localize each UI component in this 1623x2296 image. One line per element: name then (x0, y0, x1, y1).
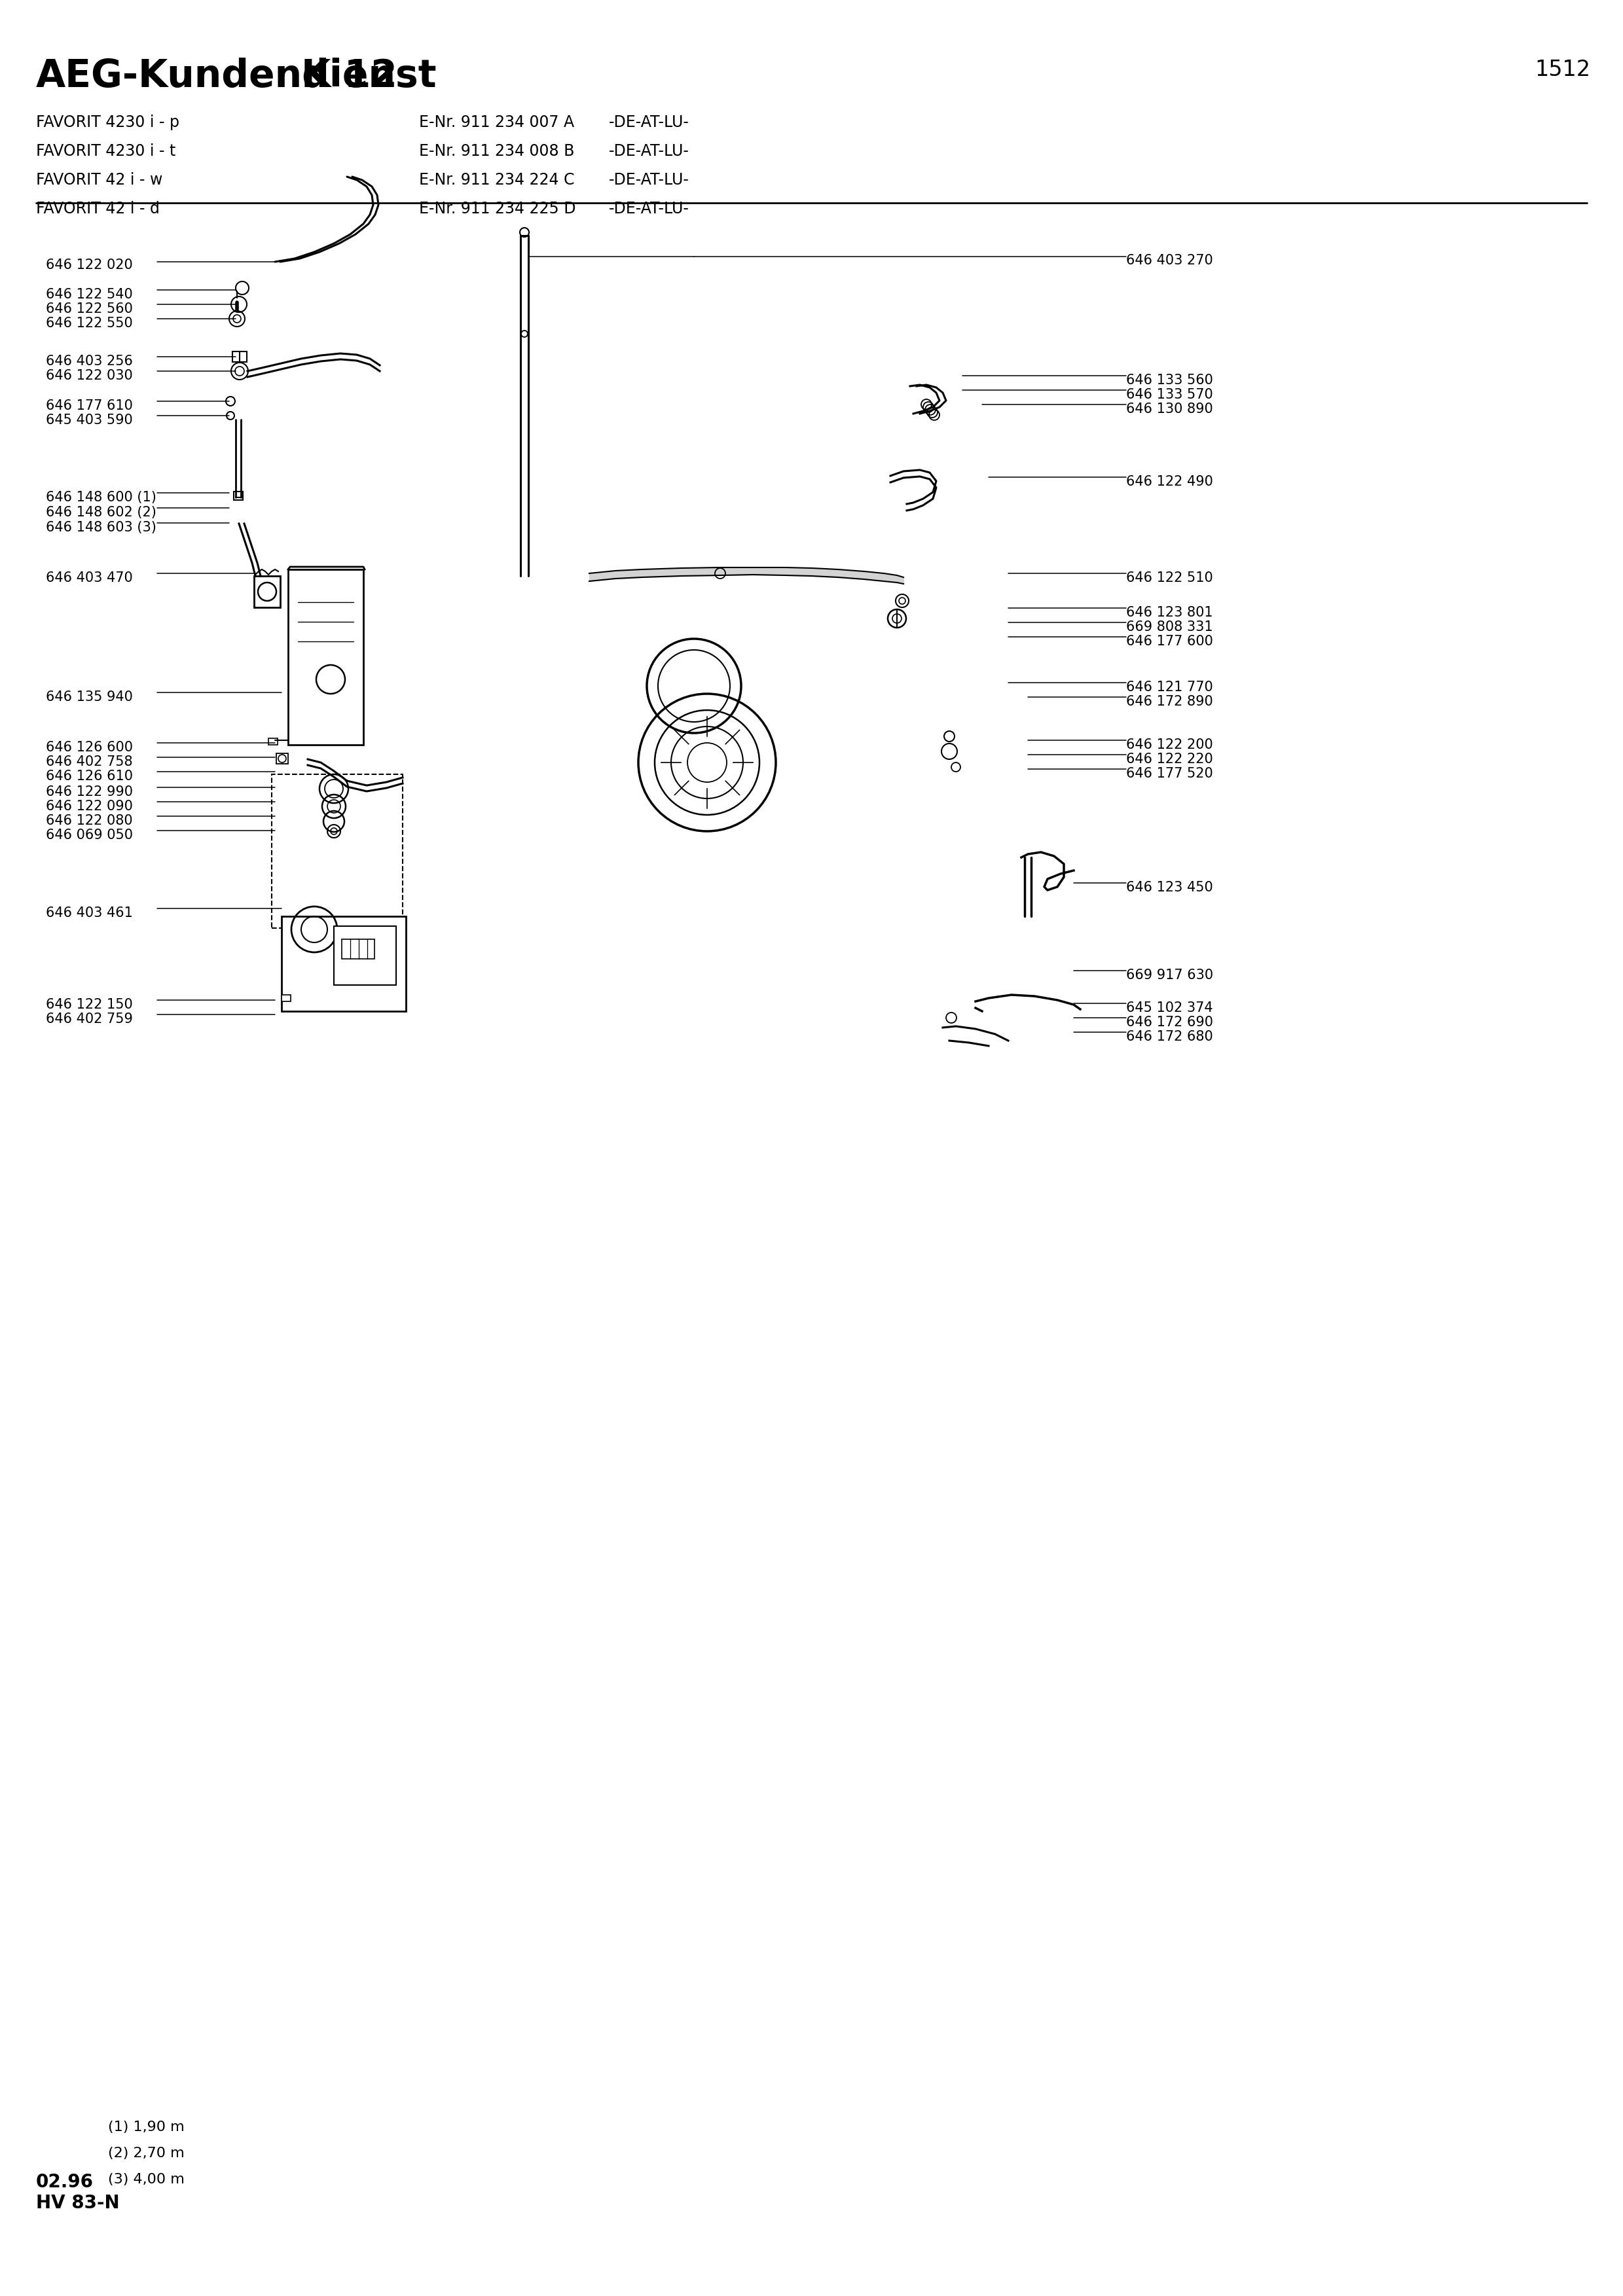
Text: -DE-AT-LU-: -DE-AT-LU- (609, 142, 690, 158)
Text: E-Nr. 911 234 007 A: E-Nr. 911 234 007 A (419, 115, 575, 131)
Text: 646 133 560: 646 133 560 (1126, 374, 1212, 386)
Text: 645 403 590: 645 403 590 (45, 413, 133, 427)
Text: E-Nr. 911 234 224 C: E-Nr. 911 234 224 C (419, 172, 575, 188)
Bar (276, 753, 287, 765)
Text: HV 83-N: HV 83-N (36, 2195, 120, 2213)
Text: AEG-Kundendienst: AEG-Kundendienst (36, 57, 437, 94)
Text: E-Nr. 911 234 008 B: E-Nr. 911 234 008 B (419, 142, 575, 158)
Text: 646 402 758: 646 402 758 (45, 755, 133, 769)
Text: -DE-AT-LU-: -DE-AT-LU- (609, 115, 690, 131)
Bar (268, 739, 278, 744)
Text: 646 122 490: 646 122 490 (1126, 475, 1212, 489)
Text: 646 126 600: 646 126 600 (45, 742, 133, 753)
Bar (234, 491, 243, 501)
Text: -DE-AT-LU-: -DE-AT-LU- (609, 172, 690, 188)
Text: 02.96: 02.96 (36, 2172, 94, 2190)
Text: (2) 2,70 m: (2) 2,70 m (109, 2147, 185, 2161)
Text: 646 148 603 (3): 646 148 603 (3) (45, 521, 156, 535)
Text: 646 130 890: 646 130 890 (1126, 402, 1212, 416)
Text: FAVORIT 4230 i - p: FAVORIT 4230 i - p (36, 115, 180, 131)
Text: 646 133 570: 646 133 570 (1126, 388, 1212, 402)
Text: 646 122 090: 646 122 090 (45, 799, 133, 813)
Text: 646 122 020: 646 122 020 (45, 259, 133, 271)
Text: 646 121 770: 646 121 770 (1126, 680, 1212, 693)
Text: FAVORIT 42 i - d: FAVORIT 42 i - d (36, 202, 159, 216)
Text: 646 172 890: 646 172 890 (1126, 696, 1212, 707)
Text: 646 177 610: 646 177 610 (45, 400, 133, 413)
Text: 669 808 331: 669 808 331 (1126, 620, 1212, 634)
Text: 646 122 510: 646 122 510 (1126, 572, 1212, 585)
Text: 669 917 630: 669 917 630 (1126, 969, 1214, 983)
Text: 646 126 610: 646 126 610 (45, 769, 133, 783)
Text: 646 403 256: 646 403 256 (45, 356, 133, 367)
Text: 646 403 461: 646 403 461 (45, 907, 133, 921)
Text: 645 102 374: 645 102 374 (1126, 1001, 1212, 1015)
Text: 646 172 690: 646 172 690 (1126, 1015, 1212, 1029)
Text: 646 122 560: 646 122 560 (45, 303, 133, 315)
Bar (334, 925, 396, 985)
Text: -DE-AT-LU-: -DE-AT-LU- (609, 202, 690, 216)
Bar (287, 569, 364, 744)
Text: 646 402 759: 646 402 759 (45, 1013, 133, 1026)
Text: 646 122 030: 646 122 030 (45, 370, 133, 381)
Text: 646 177 600: 646 177 600 (1126, 636, 1212, 647)
Text: 646 122 150: 646 122 150 (45, 999, 133, 1010)
Bar (232, 351, 247, 363)
Bar (342, 939, 375, 960)
Text: 646 177 520: 646 177 520 (1126, 767, 1212, 781)
Bar (281, 916, 406, 1010)
Text: 646 122 200: 646 122 200 (1126, 739, 1212, 751)
Text: FAVORIT 42 i - w: FAVORIT 42 i - w (36, 172, 162, 188)
Text: (1) 1,90 m: (1) 1,90 m (109, 2122, 185, 2133)
Text: 646 148 602 (2): 646 148 602 (2) (45, 505, 156, 519)
Text: E-Nr. 911 234 225 D: E-Nr. 911 234 225 D (419, 202, 576, 216)
Text: 646 403 470: 646 403 470 (45, 572, 133, 585)
Text: 646 148 600 (1): 646 148 600 (1) (45, 491, 156, 503)
Bar (255, 576, 281, 608)
Text: 646 123 450: 646 123 450 (1126, 882, 1212, 893)
Text: 646 122 080: 646 122 080 (45, 815, 133, 827)
Bar (271, 774, 403, 928)
Text: 646 123 801: 646 123 801 (1126, 606, 1212, 620)
Text: (3) 4,00 m: (3) 4,00 m (109, 2172, 185, 2186)
Text: 646 069 050: 646 069 050 (45, 829, 133, 843)
Text: 646 135 940: 646 135 940 (45, 691, 133, 703)
Bar (281, 994, 291, 1001)
Text: 646 122 540: 646 122 540 (45, 287, 133, 301)
Text: FAVORIT 4230 i - t: FAVORIT 4230 i - t (36, 142, 175, 158)
Text: 646 403 270: 646 403 270 (1126, 255, 1212, 266)
Text: 646 122 220: 646 122 220 (1126, 753, 1212, 767)
Text: K 12: K 12 (302, 57, 398, 94)
Text: 646 122 990: 646 122 990 (45, 785, 133, 799)
Text: 646 122 550: 646 122 550 (45, 317, 133, 331)
Text: 1512: 1512 (1535, 60, 1591, 80)
Text: 646 172 680: 646 172 680 (1126, 1031, 1212, 1042)
